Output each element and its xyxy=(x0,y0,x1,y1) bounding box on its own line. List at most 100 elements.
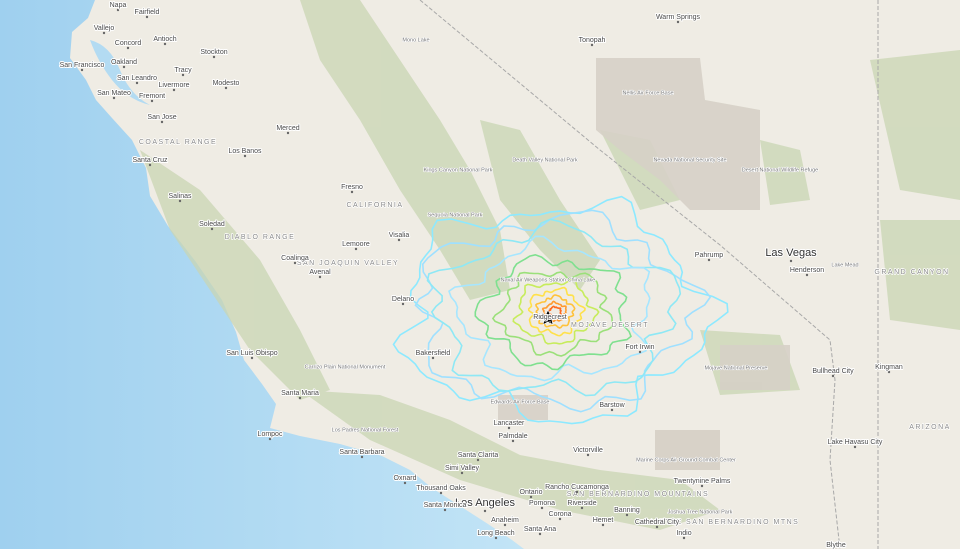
city-label: San Francisco xyxy=(60,62,105,69)
city-dot xyxy=(135,81,139,85)
city-dot xyxy=(655,525,659,529)
city-label: Cathedral City xyxy=(635,519,680,526)
city-dot xyxy=(354,247,358,251)
city-dot xyxy=(224,86,228,90)
city-dot xyxy=(268,437,272,441)
city-label: Bakersfield xyxy=(416,350,451,357)
city-dot xyxy=(360,455,364,459)
contour xyxy=(534,294,576,329)
city-dot xyxy=(401,302,405,306)
city-dot xyxy=(507,426,511,430)
city-label: Modesto xyxy=(213,80,240,87)
city-label: Corona xyxy=(549,511,572,518)
city-label: Indio xyxy=(676,530,691,537)
city-dot xyxy=(298,396,302,400)
city-label: San Jose xyxy=(147,114,176,121)
epicenter xyxy=(539,309,557,326)
city-dot xyxy=(831,374,835,378)
city-dot xyxy=(601,523,605,527)
city-dot xyxy=(494,536,498,540)
city-label: Delano xyxy=(392,296,414,303)
city-label: Salinas xyxy=(169,193,192,200)
city-label: Long Beach xyxy=(477,530,514,537)
city-label: Stockton xyxy=(200,49,227,56)
region-label: CALIFORNIA xyxy=(346,202,403,209)
city-label: Lancaster xyxy=(494,420,525,427)
city-dot xyxy=(397,238,401,242)
contour xyxy=(491,271,614,357)
contour xyxy=(426,218,682,397)
city-dot xyxy=(403,481,407,485)
city-label: Santa Cruz xyxy=(132,157,168,164)
city-label: Visalia xyxy=(389,232,410,239)
city-dot xyxy=(511,439,515,443)
region-label: SAN BERNARDINO MOUNTAINS xyxy=(567,491,709,498)
area-label: Mojave National Preserve xyxy=(705,365,768,371)
contour xyxy=(527,286,586,337)
city-label: Ridgecrest xyxy=(533,314,567,321)
city-label: Oakland xyxy=(111,59,137,66)
city-dot xyxy=(102,31,106,35)
region-label: MOJAVE DESERT xyxy=(571,322,649,329)
city-label: Warm Springs xyxy=(656,14,701,21)
city-label: Santa Monica xyxy=(424,502,467,509)
city-label: Victorville xyxy=(573,447,603,454)
city-label: Lompoc xyxy=(258,431,283,438)
city-dot xyxy=(707,258,711,262)
city-dot xyxy=(212,55,216,59)
region-label: DIABLO RANGE xyxy=(225,234,296,241)
city-label: Banning xyxy=(614,507,640,514)
region-label: SAN JOAQUIN VALLEY xyxy=(297,260,399,267)
area-label: Desert National Wildlife Refuge xyxy=(742,167,818,173)
area-label: Mono Lake xyxy=(402,37,429,43)
city-dot xyxy=(112,96,116,100)
city-label: Coalinga xyxy=(281,255,309,262)
city-dot xyxy=(318,275,322,279)
area-label: Edwards Air Force Base xyxy=(491,399,550,405)
city-dot xyxy=(178,199,182,203)
city-label: Oxnard xyxy=(394,475,417,482)
contour xyxy=(392,195,729,425)
contour xyxy=(541,300,567,322)
city-label: Blythe xyxy=(826,542,846,549)
city-dot xyxy=(460,471,464,475)
area-label: Los Padres National Forest xyxy=(332,427,399,433)
ocean xyxy=(0,0,524,549)
city-dot xyxy=(682,536,686,540)
bay xyxy=(90,40,150,105)
shakemap-contours xyxy=(392,195,729,425)
city-label: Twentynine Palms xyxy=(674,478,731,485)
city-label: Fresno xyxy=(341,184,363,191)
city-dot xyxy=(172,88,176,92)
region-label: ARIZONA xyxy=(909,424,951,431)
city-label: Anaheim xyxy=(491,517,519,524)
city-dot xyxy=(676,20,680,24)
city-label: Thousand Oaks xyxy=(416,485,466,492)
region-label: GRAND CANYON xyxy=(874,269,949,276)
contour xyxy=(448,235,651,382)
city-label: San Luis Obispo xyxy=(226,350,277,357)
city-label: Soledad xyxy=(199,221,225,228)
city-dot xyxy=(625,513,629,517)
city-dot xyxy=(503,523,507,527)
city-dot xyxy=(529,495,533,499)
state-borders xyxy=(419,0,879,549)
city-dot xyxy=(483,509,487,513)
city-label: Simi Valley xyxy=(445,465,480,472)
city-dot xyxy=(586,453,590,457)
city-dot xyxy=(210,227,214,231)
city-label: Pahrump xyxy=(695,252,724,259)
city-dot xyxy=(122,65,126,69)
city-label: Antioch xyxy=(153,36,176,43)
city-dot xyxy=(150,99,154,103)
area-label: Nevada National Security Site xyxy=(653,157,726,163)
city-label: Las Vegas xyxy=(765,247,817,259)
city-dot xyxy=(638,350,642,354)
city-label: Ontario xyxy=(520,489,543,496)
city-dot xyxy=(590,43,594,47)
city-label: Riverside xyxy=(567,500,596,507)
city-dot xyxy=(350,190,354,194)
city-dot xyxy=(116,8,120,12)
city-label: Los Angeles xyxy=(455,497,515,509)
region-label: COASTAL RANGE xyxy=(139,139,217,146)
